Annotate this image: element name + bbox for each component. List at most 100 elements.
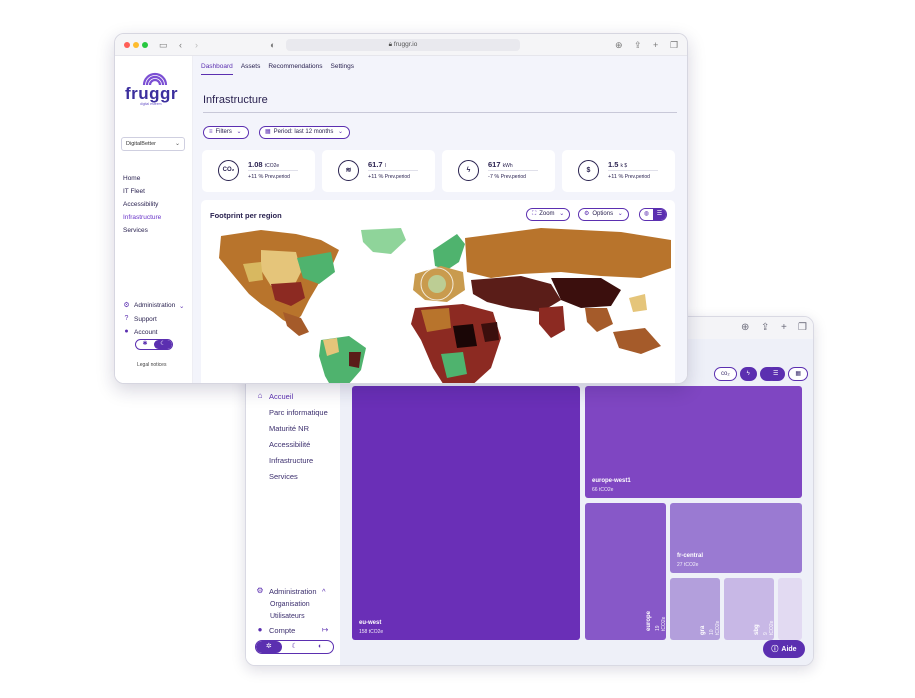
period-select[interactable]: ▦ Period: last 12 months ⌄ xyxy=(259,126,351,139)
unit-energy-option[interactable]: ϟ xyxy=(739,367,757,381)
sidebar-item-services[interactable]: Services xyxy=(269,472,298,481)
usa-west-region[interactable] xyxy=(243,262,263,282)
grid-view-icon[interactable]: ▦ xyxy=(788,367,809,381)
russia-region[interactable] xyxy=(465,228,671,278)
datacenter-cluster-marker[interactable] xyxy=(420,267,454,301)
sidebar-toggle-icon[interactable]: ▭ xyxy=(159,40,168,50)
close-window-button[interactable] xyxy=(124,42,130,48)
theme-toggle[interactable]: ✱ ☾ xyxy=(135,339,173,350)
east-africa-region[interactable] xyxy=(481,322,499,342)
kpi-card-water[interactable]: ≋ 61.7 l +11 % Prev.period xyxy=(322,150,435,192)
india-region[interactable] xyxy=(539,306,565,338)
legal-notices-link[interactable]: Legal notices xyxy=(137,362,167,368)
sidebar-item-compte[interactable]: Compte xyxy=(269,626,296,635)
back-arrow-icon[interactable]: ‹ xyxy=(179,40,182,50)
new-tab-icon[interactable]: + xyxy=(653,40,659,50)
sidebar-item-parc[interactable]: Parc informatique xyxy=(269,408,328,417)
sidebar-item-maturite[interactable]: Maturité NR xyxy=(269,424,310,433)
share-icon[interactable]: ⇪ xyxy=(634,40,642,50)
view-toggle[interactable]: ☰ ▦ xyxy=(766,367,809,381)
usa-south-region[interactable] xyxy=(271,282,305,306)
sidebar-item-organisation[interactable]: Organisation xyxy=(270,601,310,608)
sidebar-item-accueil[interactable]: Accueil xyxy=(269,392,294,401)
brazil-east-region[interactable] xyxy=(349,352,361,368)
minimize-window-button[interactable] xyxy=(133,42,139,48)
share-icon[interactable]: ⇪ xyxy=(761,322,770,333)
datacenter-marker[interactable] xyxy=(428,275,446,293)
sidebar-item-services[interactable]: Services xyxy=(123,227,148,234)
globe-view-icon[interactable]: ◍ xyxy=(640,209,653,220)
sidebar-item-accessibilite[interactable]: Accessibilité xyxy=(269,440,311,449)
sidebar-item-home[interactable]: Home xyxy=(123,175,141,182)
treemap-tile-fr-central[interactable]: fr-central 27 tCO2e xyxy=(670,503,802,573)
tab-settings[interactable]: Settings xyxy=(330,63,355,70)
organization-select[interactable]: DigitalBetter ⌄ xyxy=(121,137,185,151)
front-window: ▭ ‹ › ◐ 🔒︎ fruggr.io ⊕ ⇪ + ❐ fruggr digi… xyxy=(114,33,688,384)
north-africa-region[interactable] xyxy=(421,308,451,332)
treemap-tile-small[interactable] xyxy=(778,578,802,640)
usa-region[interactable] xyxy=(261,250,301,288)
tabs-overview-icon[interactable]: ❐ xyxy=(670,40,679,50)
tab-recommendations[interactable]: Recommendations xyxy=(268,63,323,70)
kpi-card-energy[interactable]: ϟ 617 kWh -7 % Prev.period xyxy=(442,150,555,192)
kpi-card-cost[interactable]: $ 1.5 k $ +11 % Prev.period xyxy=(562,150,675,192)
sidebar-item-account[interactable]: Account xyxy=(134,329,158,336)
unit-co2-option[interactable]: co₂ xyxy=(714,367,737,381)
treemap-tile-eu-west[interactable]: eu-west 158 tCO2e xyxy=(352,386,580,640)
chevron-down-icon[interactable]: ⌄ xyxy=(179,303,185,310)
zoom-button[interactable]: ⛶ Zoom ⌄ xyxy=(526,208,571,221)
china-region[interactable] xyxy=(551,278,621,308)
dark-mode-icon[interactable]: ☾ xyxy=(291,643,298,650)
sidebar-item-support[interactable]: Support xyxy=(134,316,157,323)
filters-button[interactable]: ≡ Filters ⌄ xyxy=(203,126,249,139)
treemap-tile-gra[interactable]: gra 10 tCO2e xyxy=(670,578,721,640)
canada-east-region[interactable] xyxy=(297,252,335,284)
greenland-region[interactable] xyxy=(361,228,406,254)
southern-africa-region[interactable] xyxy=(441,352,467,378)
indonesia-region[interactable] xyxy=(613,328,661,354)
southeast-asia-region[interactable] xyxy=(585,308,613,332)
dollar-icon: $ xyxy=(578,160,599,181)
logout-icon[interactable]: ↦ xyxy=(322,625,329,634)
new-tab-icon[interactable]: + xyxy=(781,322,787,333)
scandinavia-region[interactable] xyxy=(433,234,465,270)
privacy-shield-icon[interactable]: ◐ xyxy=(270,40,276,50)
tabs-icon[interactable]: ❐ xyxy=(798,322,807,333)
sidebar-item-accessibility[interactable]: Accessibility xyxy=(123,201,159,208)
accessibility-mode-icon[interactable]: ✲ xyxy=(256,641,282,653)
download-icon[interactable]: ⊕ xyxy=(615,40,623,50)
japan-region[interactable] xyxy=(629,294,647,312)
sidebar-item-it-fleet[interactable]: IT Fleet xyxy=(123,188,145,195)
address-bar[interactable]: 🔒︎ fruggr.io xyxy=(286,39,520,51)
treemap-tile-europe-west1[interactable]: europe-west1 66 tCO2e xyxy=(585,386,802,498)
treemap-tile-sbg[interactable]: sbg 9 tCO2e xyxy=(724,578,775,640)
world-map[interactable] xyxy=(201,228,675,384)
display-mode-toggle[interactable]: ✲ ☾ ◐ xyxy=(255,640,334,654)
central-africa-region[interactable] xyxy=(453,324,477,348)
treemap-tile-europe[interactable]: europe 19 tCO2e xyxy=(585,503,667,640)
middle-east-region[interactable] xyxy=(471,276,561,312)
sidebar-item-administration[interactable]: Administration xyxy=(134,302,176,309)
mexico-region[interactable] xyxy=(283,312,309,336)
tab-dashboard[interactable]: Dashboard xyxy=(201,63,233,75)
list-view-icon[interactable]: ☰ xyxy=(653,209,666,220)
sidebar-item-utilisateurs[interactable]: Utilisateurs xyxy=(270,613,305,620)
download-icon[interactable]: ⊕ xyxy=(741,322,750,333)
chevron-up-icon[interactable]: ^ xyxy=(322,587,326,596)
map-view-toggle[interactable]: ◍ ☰ xyxy=(639,208,667,221)
tab-assets[interactable]: Assets xyxy=(240,63,261,70)
forward-arrow-icon[interactable]: › xyxy=(195,40,198,50)
help-button[interactable]: ⓘ Aide xyxy=(763,640,805,658)
sidebar-item-administration[interactable]: Administration xyxy=(269,587,317,596)
colombia-region[interactable] xyxy=(323,338,339,356)
kpi-value: 61.7 l xyxy=(368,160,386,169)
sidebar-item-infrastructure[interactable]: Infrastructure xyxy=(269,456,314,465)
sidebar-item-infrastructure[interactable]: Infrastructure xyxy=(123,214,162,221)
light-mode-icon[interactable]: ✱ xyxy=(142,341,148,347)
maximize-window-button[interactable] xyxy=(142,42,148,48)
contrast-mode-icon[interactable]: ◐ xyxy=(318,643,323,650)
dark-mode-icon[interactable]: ☾ xyxy=(154,340,172,349)
list-view-icon[interactable]: ☰ xyxy=(766,367,786,381)
kpi-card-carbon[interactable]: CO₂ 1.08 tCO2e +11 % Prev.period xyxy=(202,150,315,192)
options-button[interactable]: ⚙ Options ⌄ xyxy=(578,208,629,221)
